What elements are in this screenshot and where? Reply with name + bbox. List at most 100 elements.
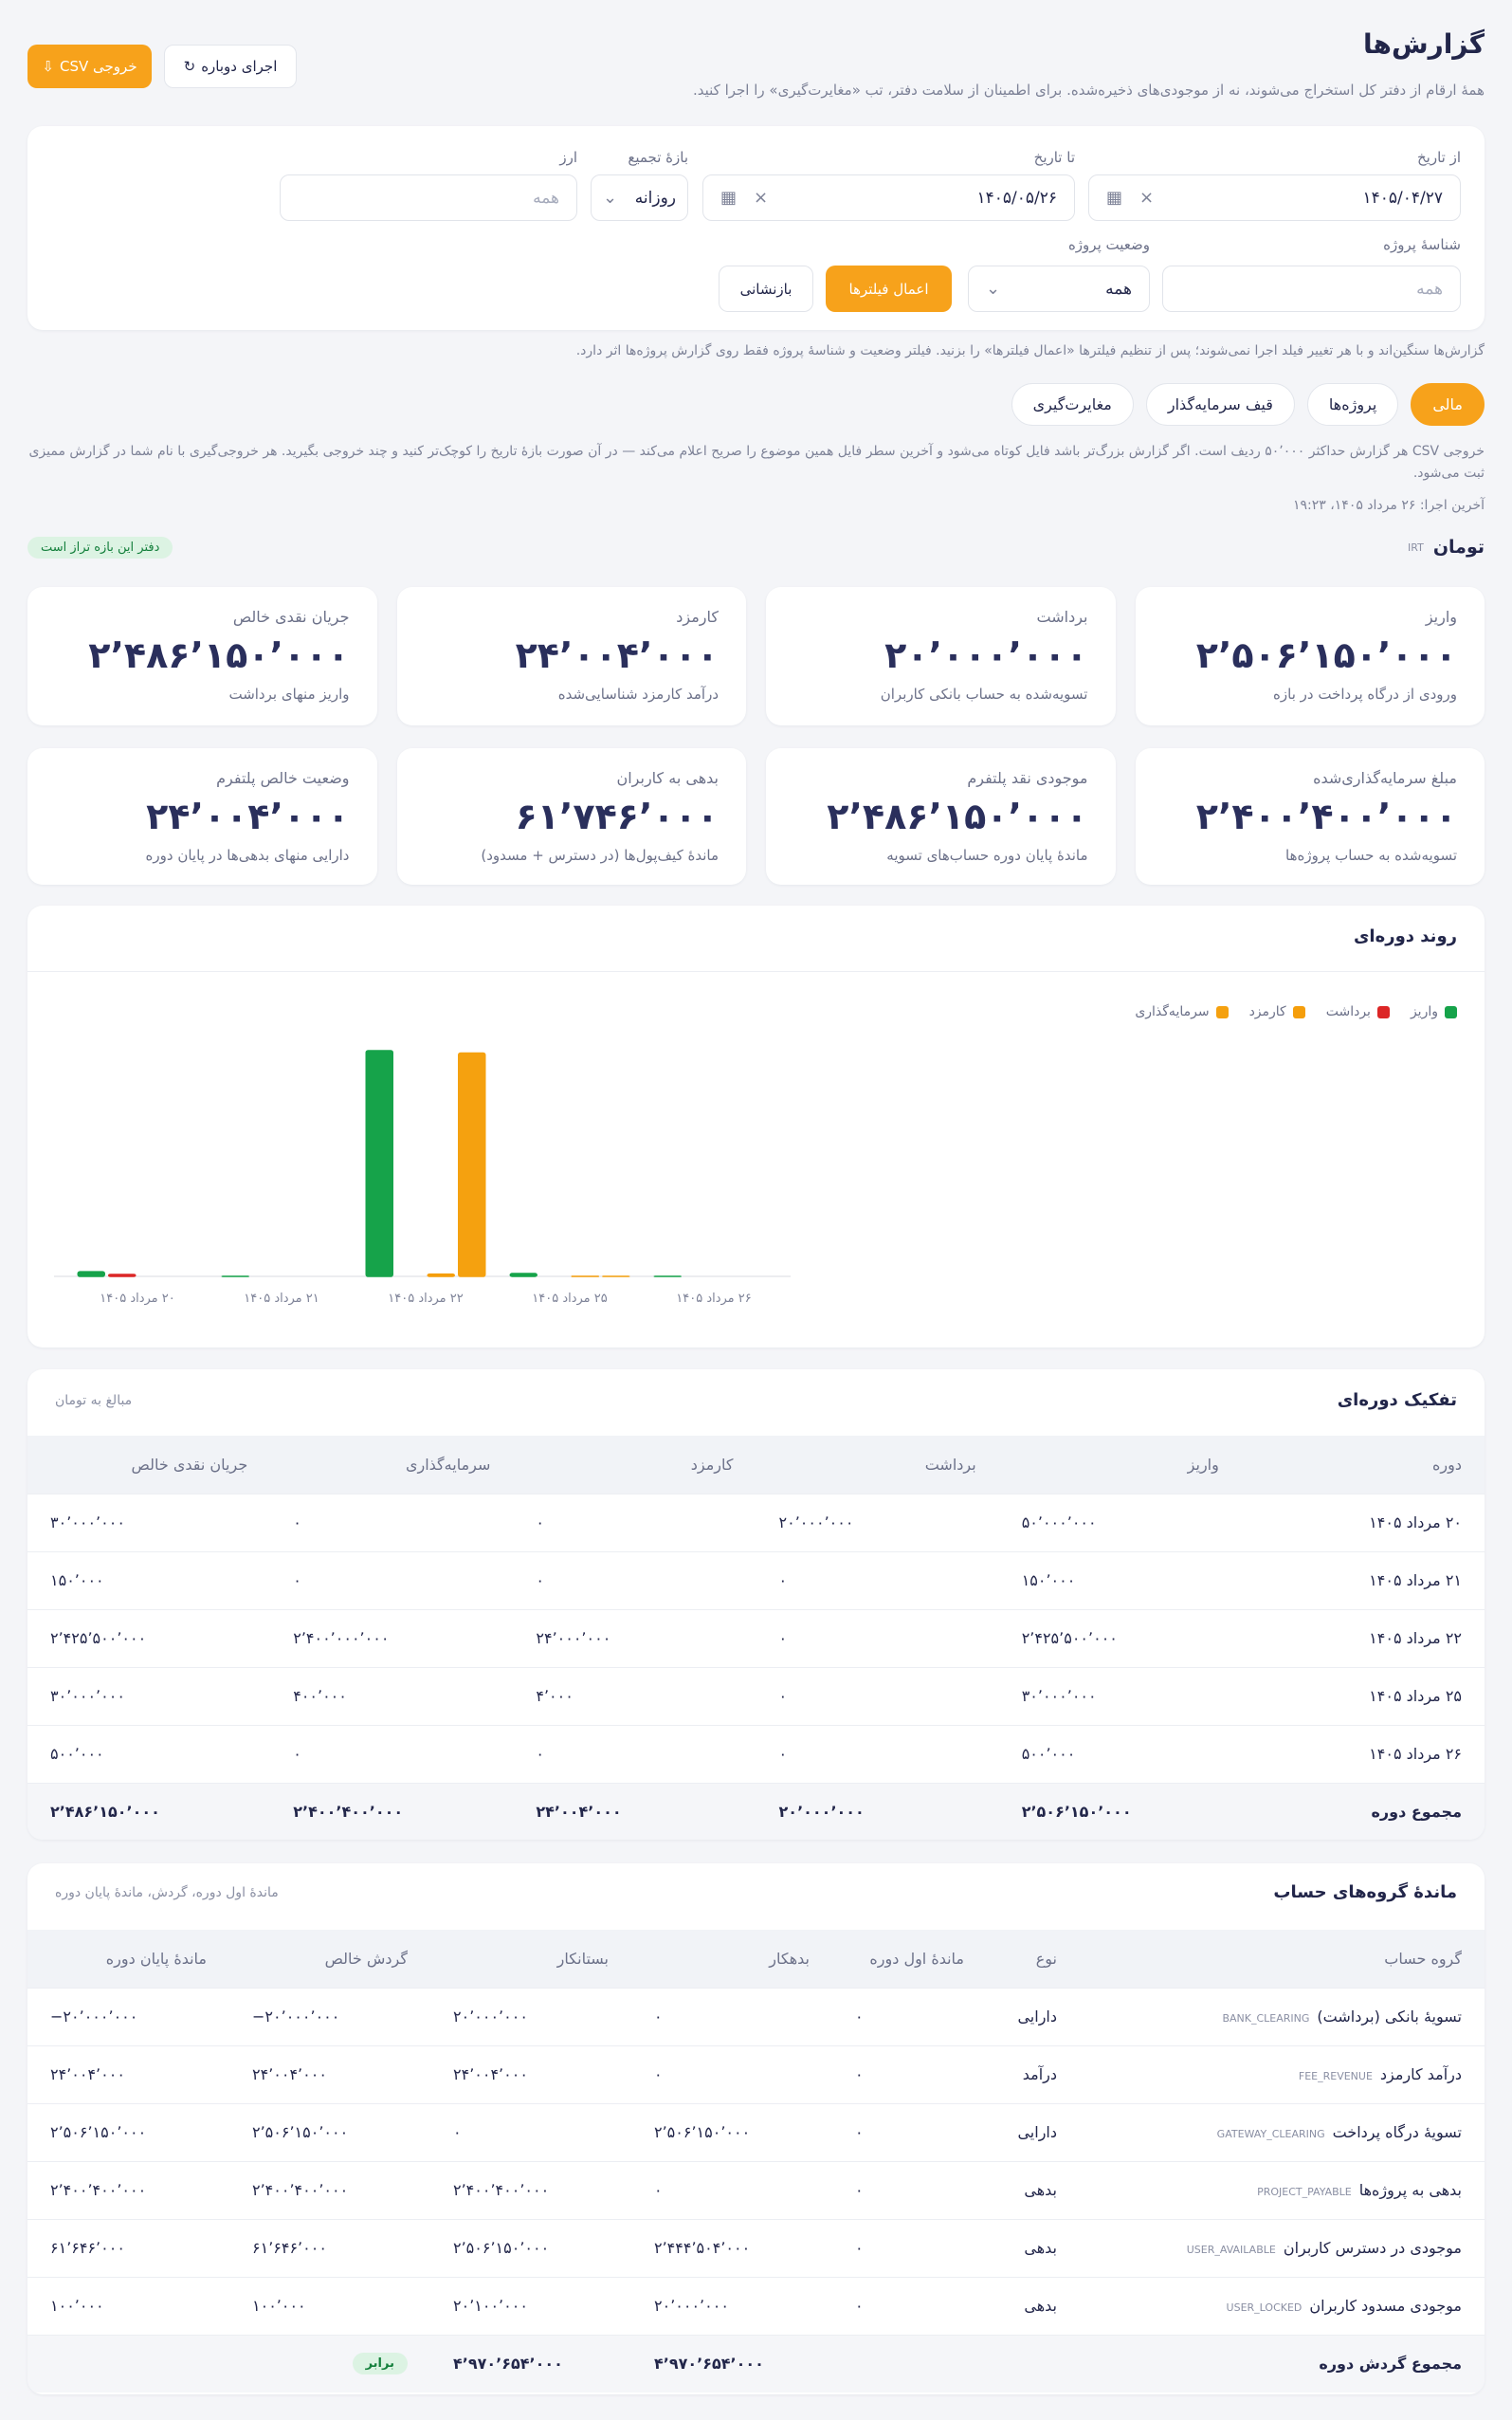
filter-card: از تاریخ ۱۴۰۵/۰۴/۲۷ ▦ × تا تاریخ ۱۴۰۵/۰۵/۲… [27,126,1485,330]
cell-number: ۲٬۵۰۶٬۱۵۰٬۰۰۰ [229,2102,430,2161]
table-body: تسویهٔ بانکی (برداشت) BANK_CLEARING دارایی… [27,1987,1485,2392]
cell-number: ۳۰٬۰۰۰٬۰۰۰ [998,1666,1242,1725]
cell-number: ۴٬۰۰۰ [513,1666,756,1725]
cell-type: دارایی [987,1987,1080,2045]
filter-note: گزارش‌ها سنگین‌اند و با هر تغییر فیلد اج… [575,343,1485,358]
reset-button[interactable]: بازنشانی [719,266,813,312]
total-row: مجموع دوره ۲٬۵۰۶٬۱۵۰٬۰۰۰ ۲۰٬۰۰۰٬۰۰۰ ۲۴٬۰۰۴٬… [27,1782,1485,1840]
column-header: دوره [1241,1436,1485,1494]
cell-number: ۰ [430,2102,631,2161]
table-head: گروه حساب نوع ماندهٔ اول دوره بدهکار بستانکا… [27,1930,1485,1988]
bar [108,1274,137,1277]
page-subtitle: همهٔ ارقام از دفتر کل استخراج می‌شوند، ن… [692,82,1485,99]
from-date[interactable]: ۱۴۰۵/۰۴/۲۷ ▦ × [1088,174,1461,221]
period-table: دوره واریز برداشت کارمزد سرمایه‌گذاری جریان ن… [27,1436,1485,1840]
status-value: همه [1105,279,1132,299]
kpi-hint: تسویه‌شده به حساب پروژه‌ها [1285,847,1457,864]
group-code: GATEWAY_CLEARING [1216,2128,1325,2140]
x-tick-label: ۲۲ مرداد ۱۴۰۵ [388,1292,464,1306]
status-label: وضعیت پروژه [1067,236,1150,253]
cell-type: درآمد [987,2044,1080,2103]
legend-item: سرمایه‌گذاری [1135,1004,1229,1019]
cell-number: ۲۰٬۱۰۰٬۰۰۰ [430,2276,631,2335]
cell-number: ۳۰٬۰۰۰٬۰۰۰ [27,1666,271,1725]
group-code: FEE_REVENUE [1298,2070,1373,2082]
kpi-hint: درآمد کارمزد شناسایی‌شده [557,686,719,703]
cell-number: ۲٬۴۲۵٬۵۰۰٬۰۰۰ [998,1608,1242,1667]
table-row: ۲۰ مرداد ۱۴۰۵ ۵۰٬۰۰۰٬۰۰۰ ۲۰٬۰۰۰٬۰۰۰ ۰ ۰ ۳۰٬۰۰… [27,1493,1485,1551]
x-tick-label: ۲۱ مرداد ۱۴۰۵ [244,1292,319,1306]
total-label: مجموع گردش دوره [1080,2334,1485,2392]
cell-type: دارایی [987,2102,1080,2161]
header-row: دوره واریز برداشت کارمزد سرمایه‌گذاری جریان ن… [27,1436,1485,1494]
cell-number: ۲٬۵۰۶٬۱۵۰٬۰۰۰ [998,1782,1242,1840]
cell-number: ۰ [832,2160,987,2219]
kpi-value: ۲٬۴۸۶٬۱۵۰٬۰۰۰ [88,634,350,676]
cell-number: ۰ [832,1987,987,2045]
apply-button[interactable]: اعمال فیلترها [826,266,952,312]
kpi-value: ۲٬۴۸۶٬۱۵۰٬۰۰۰ [827,796,1088,837]
group-code: BANK_CLEARING [1222,2012,1310,2025]
kpi-card: مبلغ سرمایه‌گذاری‌شده ۲٬۴۰۰٬۴۰۰٬۰۰۰ تسویه‌… [1135,748,1485,885]
rerun-button[interactable]: اجرای دوباره ↻ [164,45,297,88]
cell-number: ۲۰٬۰۰۰٬۰۰۰ [631,2276,832,2335]
column-header: برداشت [756,1436,999,1494]
table-row: ۲۵ مرداد ۱۴۰۵ ۳۰٬۰۰۰٬۰۰۰ ۰ ۴٬۰۰۰ ۴۰۰٬۰۰۰ ۳۰٬۰… [27,1666,1485,1725]
cell-group: تسویهٔ بانکی (برداشت) BANK_CLEARING [1080,1987,1485,2045]
cell-number: ۵۰٬۰۰۰٬۰۰۰ [998,1493,1242,1551]
kpi-card: وضعیت خالص پلتفرم ۲۴٬۰۰۴٬۰۰۰ دارایی منهای … [27,748,377,885]
table-row: موجودی در دسترس کاربران USER_AVAILABLE بده… [27,2218,1485,2277]
cell-number: ۳۰٬۰۰۰٬۰۰۰ [27,1493,271,1551]
export-button[interactable]: خروجی CSV ⇩ [27,45,152,88]
cell-number: ۲٬۵۰۶٬۱۵۰٬۰۰۰ [631,2102,832,2161]
granularity-select[interactable]: روزانه ⌄ [591,174,688,221]
cell-number: ۲٬۴۸۶٬۱۵۰٬۰۰۰ [27,1782,271,1840]
column-header: بستانکار [430,1930,631,1988]
legend-swatch [1445,1005,1457,1018]
granularity-label: بازهٔ تجمیع [628,149,688,166]
legend-label: کارمزد [1248,1004,1286,1019]
currency-name: تومان [1432,537,1485,558]
kpi-card: کارمزد ۲۴٬۰۰۴٬۰۰۰ درآمد کارمزد شناسایی‌شده [396,587,746,725]
project-id-label: شناسهٔ پروژه [1383,236,1461,253]
cell-empty [987,2334,1080,2392]
cell-empty [27,2334,229,2392]
cell-number: ۶۱٬۶۴۶٬۰۰۰ [229,2218,430,2277]
tab[interactable]: پروژه‌ها [1306,383,1399,426]
group-name: موجودی مسدود کاربران [1309,2297,1462,2315]
balances-card: ماندهٔ گروه‌های حساب ماندهٔ اول دوره، گر… [27,1863,1485,2394]
refresh-icon: ↻ [183,58,196,75]
to-date[interactable]: ۱۴۰۵/۰۵/۲۶ ▦ × [702,174,1075,221]
cell-number: ۲۰٬۰۰۰٬۰۰۰ [430,1987,631,2045]
cell-number: ۵۰۰٬۰۰۰ [27,1724,271,1783]
cell-number: ۲۴٬۰۰۴٬۰۰۰ [513,1782,756,1840]
total-debit: ۴٬۹۷۰٬۶۵۴٬۰۰۰ [631,2334,832,2392]
cell-type: بدهی [987,2218,1080,2277]
column-header: گروه حساب [1080,1930,1485,1988]
tab[interactable]: قیف سرمایه‌گذار [1145,383,1295,426]
tab[interactable]: مغایرت‌گیری [1011,383,1134,426]
cell-number: ۲٬۴۰۰٬۴۰۰٬۰۰۰ [229,2160,430,2219]
cell-number: ۵۰۰٬۰۰۰ [998,1724,1242,1783]
kpi-hint: دارایی منهای بدهی‌ها در پایان دوره [145,847,350,864]
cell-number: ۰ [270,1550,514,1609]
cell-period: ۲۱ مرداد ۱۴۰۵ [1241,1550,1485,1609]
currency-input[interactable]: همه [280,174,577,221]
bar [365,1050,393,1277]
total-credit: ۴٬۹۷۰٬۶۵۴٬۰۰۰ [430,2334,631,2392]
cell-number: ۱۵۰٬۰۰۰ [27,1550,271,1609]
granularity-value: روزانه [634,188,676,208]
cell-group: درآمد کارمزد FEE_REVENUE [1080,2044,1485,2103]
cell-number: ۰ [756,1550,999,1609]
status-select[interactable]: همه ⌄ [968,266,1150,312]
cell-number: ۱۰۰٬۰۰۰ [229,2276,430,2335]
cell-number: ۰ [832,2276,987,2335]
kpi-hint: تسویه‌شده به حساب بانکی کاربران [880,686,1088,703]
kpi-hint: واریز منهای برداشت [228,686,350,703]
chevron: ⌄ [603,188,618,208]
cell-number: ۰ [513,1550,756,1609]
project-id-input[interactable]: همه [1162,266,1461,312]
tab[interactable]: مالی [1411,383,1485,426]
group-code: USER_LOCKED [1226,2301,1303,2314]
total-badge-cell: برابر [229,2334,430,2392]
